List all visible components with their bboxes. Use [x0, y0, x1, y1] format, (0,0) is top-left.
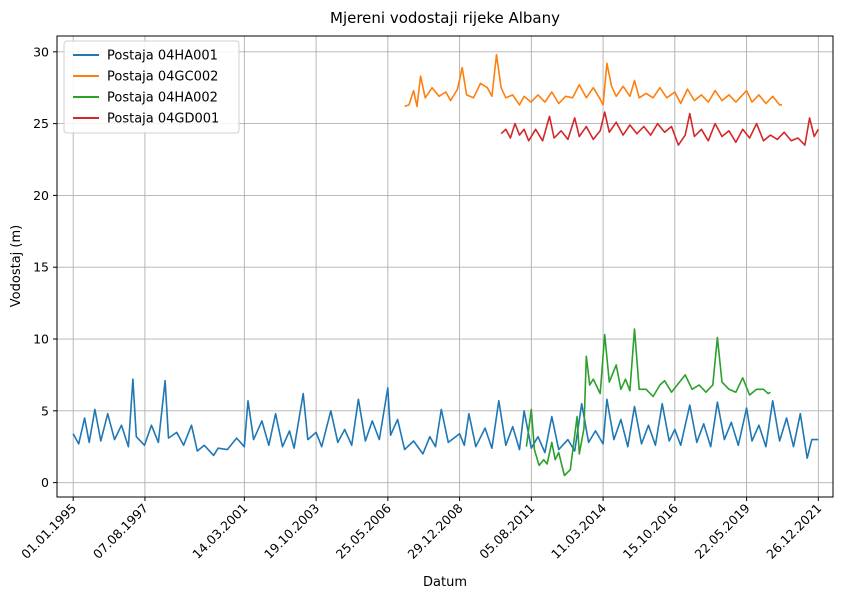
y-tick-label: 0: [41, 475, 49, 490]
series-line-1: [72, 378, 819, 459]
x-tick-label: 26.12.2021: [763, 501, 824, 562]
plot-frame: [56, 35, 834, 498]
x-tick-label: 11.03.2014: [548, 500, 609, 561]
y-tick-label: 10: [33, 332, 49, 347]
legend-entry: Postaja 04HA001: [107, 49, 218, 64]
series-line-4: [500, 111, 819, 146]
y-ticks: 0 5 10 15 20 25 30: [33, 44, 57, 490]
x-axis-label: Datum: [423, 575, 467, 590]
y-axis-label: Vodostaj (m): [9, 225, 24, 307]
legend-box: [63, 40, 240, 134]
legend-entry: Postaja 04HA002: [107, 91, 218, 106]
x-ticks: 01.01.1995 07.08.1997 14.03.2001 19.10.2003…: [18, 497, 824, 562]
x-tick-label: 01.01.1995: [18, 501, 79, 562]
y-tick-label: 20: [33, 188, 49, 203]
y-tick-label: 25: [33, 116, 49, 131]
x-tick-label: 15.10.2016: [620, 500, 681, 561]
x-tick-label: 14.03.2001: [189, 501, 250, 562]
y-tick-label: 15: [33, 260, 49, 275]
chart-title: Mjereni vodostaji rijeke Albany: [330, 9, 560, 27]
x-tick-label: 07.08.1997: [90, 501, 151, 562]
grid-layer: [57, 36, 833, 497]
series-layer: [72, 53, 819, 477]
x-tick-label: 05.08.2011: [476, 501, 537, 562]
legend: Postaja 04HA001 Postaja 04GC002 Postaja 04…: [63, 40, 240, 134]
legend-entry: Postaja 04GC002: [107, 70, 218, 85]
y-tick-label: 30: [33, 44, 49, 59]
series-line-3: [525, 328, 771, 477]
series-line-2: [404, 53, 782, 108]
y-tick-label: 5: [41, 403, 49, 418]
x-tick-label: 29.12.2008: [404, 500, 465, 561]
x-tick-label: 25.05.2006: [333, 500, 394, 561]
x-tick-label: 22.05.2019: [691, 500, 752, 561]
x-tick-label: 19.10.2003: [261, 501, 322, 562]
legend-entry: Postaja 04GD001: [107, 112, 219, 127]
